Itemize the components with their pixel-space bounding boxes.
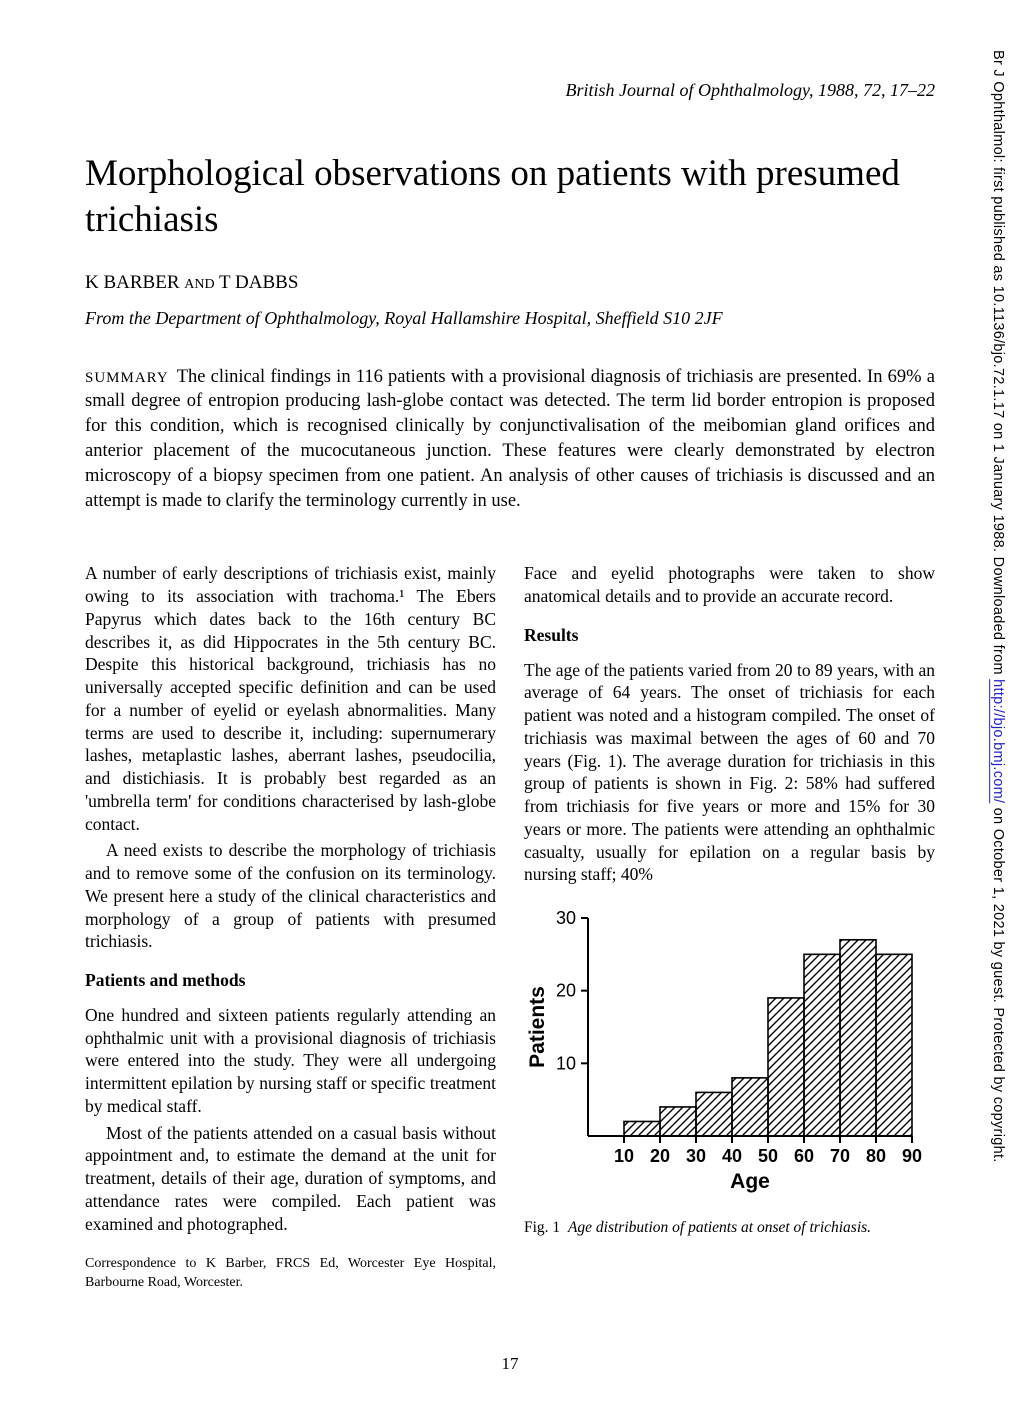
author-2: T DABBS bbox=[219, 272, 298, 293]
figure-1: 10 20 30 10 20 30 40 50 60 70 80 90 Age Patients Fig.… bbox=[524, 906, 935, 1238]
journal-header: British Journal of Ophthalmology, 1988, … bbox=[85, 80, 935, 101]
svg-text:Patients: Patients bbox=[526, 986, 549, 1068]
watermark-link[interactable]: http://bjo.bmj.com/ bbox=[990, 679, 1006, 803]
body-para: One hundred and sixteen patients regular… bbox=[85, 1004, 496, 1118]
affiliation: From the Department of Ophthalmology, Ro… bbox=[85, 308, 935, 329]
svg-text:70: 70 bbox=[830, 1146, 850, 1166]
body-para: The age of the patients varied from 20 t… bbox=[524, 659, 935, 887]
svg-text:30: 30 bbox=[686, 1146, 706, 1166]
svg-text:30: 30 bbox=[556, 908, 576, 928]
watermark-pre: Br J Ophthalmol: first published as 10.1… bbox=[990, 50, 1006, 679]
watermark-sidebar: Br J Ophthalmol: first published as 10.1… bbox=[990, 50, 1006, 1163]
correspondence: Correspondence to K Barber, FRCS Ed, Wor… bbox=[85, 1255, 496, 1291]
summary-text: The clinical findings in 116 patients wi… bbox=[85, 367, 935, 512]
left-column: A number of early descriptions of trichi… bbox=[85, 562, 496, 1291]
svg-text:20: 20 bbox=[556, 981, 576, 1001]
body-para: Face and eyelid photographs were taken t… bbox=[524, 562, 935, 608]
figure-caption: Fig. 1 Age distribution of patients at o… bbox=[524, 1218, 935, 1238]
figure-text: Age distribution of patients at onset of… bbox=[568, 1219, 871, 1236]
page-number: 17 bbox=[502, 1354, 519, 1374]
section-heading-results: Results bbox=[524, 624, 935, 647]
author-1: K BARBER bbox=[85, 272, 180, 293]
svg-text:20: 20 bbox=[650, 1146, 670, 1166]
article-title: Morphological observations on patients w… bbox=[85, 151, 935, 244]
svg-text:90: 90 bbox=[902, 1146, 922, 1166]
figure-number: Fig. 1 bbox=[524, 1219, 560, 1236]
section-heading-methods: Patients and methods bbox=[85, 969, 496, 992]
svg-text:Age: Age bbox=[730, 1170, 770, 1193]
summary-label: SUMMARY bbox=[85, 370, 169, 386]
bar-chart: 10 20 30 10 20 30 40 50 60 70 80 90 Age Patients bbox=[524, 906, 924, 1206]
two-column-body: A number of early descriptions of trichi… bbox=[85, 562, 935, 1291]
svg-text:40: 40 bbox=[722, 1146, 742, 1166]
svg-text:80: 80 bbox=[866, 1146, 886, 1166]
body-para: A number of early descriptions of trichi… bbox=[85, 562, 496, 835]
summary-block: SUMMARYThe clinical findings in 116 pati… bbox=[85, 365, 935, 515]
body-para: A need exists to describe the morphology… bbox=[85, 839, 496, 953]
body-para: Most of the patients attended on a casua… bbox=[85, 1122, 496, 1236]
watermark-post: on October 1, 2021 by guest. Protected b… bbox=[990, 803, 1006, 1162]
right-column: Face and eyelid photographs were taken t… bbox=[524, 562, 935, 1291]
svg-text:10: 10 bbox=[614, 1146, 634, 1166]
svg-text:10: 10 bbox=[556, 1053, 576, 1073]
svg-text:60: 60 bbox=[794, 1146, 814, 1166]
authors: K BARBER AND T DABBS bbox=[85, 272, 935, 294]
svg-text:50: 50 bbox=[758, 1146, 778, 1166]
and-text: AND bbox=[184, 277, 214, 292]
